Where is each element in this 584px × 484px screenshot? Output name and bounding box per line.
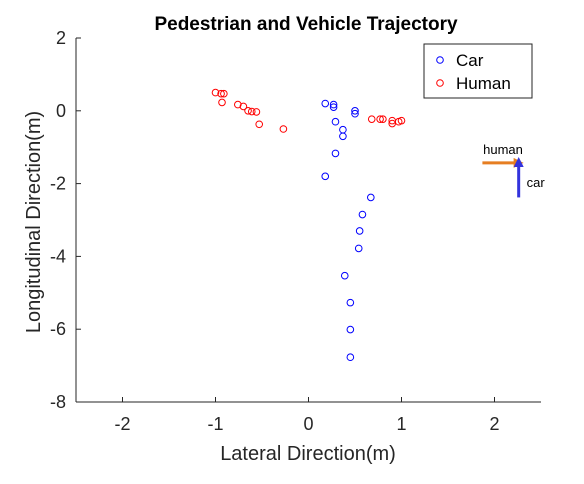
car-arrowhead-icon — [513, 157, 524, 168]
human-point — [252, 108, 261, 116]
human-annotation-label: human — [483, 142, 523, 157]
human-point — [255, 120, 264, 129]
car-point — [367, 193, 375, 202]
human-point — [211, 88, 220, 97]
car-point — [339, 132, 347, 141]
data-points — [211, 88, 406, 362]
car-point — [358, 210, 367, 219]
human-point — [234, 100, 242, 109]
car-point — [351, 107, 359, 115]
human-point — [220, 89, 228, 98]
human-point — [397, 116, 406, 125]
car-point — [340, 271, 349, 280]
car-point — [346, 298, 355, 307]
human-point — [244, 107, 252, 115]
human-point — [379, 115, 387, 123]
y-axis-label: Longitudinal Direction(m) — [23, 111, 45, 333]
axes — [75, 37, 541, 403]
legend: Car Human — [423, 43, 533, 99]
human-point — [247, 107, 256, 116]
car-point — [329, 103, 338, 111]
car-point — [331, 117, 340, 126]
legend-car-label: Car — [456, 51, 484, 70]
x-tick-label: -1 — [207, 414, 223, 434]
car-point — [354, 244, 363, 253]
legend-car-marker — [436, 56, 444, 64]
car-point — [346, 325, 355, 334]
human-point — [217, 89, 225, 98]
y-tick-label: 2 — [56, 28, 66, 48]
legend-human-label: Human — [456, 74, 511, 93]
car-point — [355, 227, 364, 235]
x-axis-label: Lateral Direction(m) — [220, 443, 396, 465]
annotations: human car — [482, 142, 545, 198]
x-tick-label: 0 — [303, 414, 313, 434]
chart-title: Pedestrian and Vehicle Trajectory — [154, 14, 458, 35]
tick-labels: -2 -1 0 1 2 -8 -6 -4 -2 0 2 — [50, 28, 500, 434]
car-point — [329, 100, 338, 109]
y-tick-label: -4 — [50, 246, 66, 266]
car-point — [331, 149, 340, 158]
x-tick-label: 1 — [396, 414, 406, 434]
car-annotation-label: car — [527, 175, 546, 190]
car-point — [321, 172, 330, 181]
x-tick-label: 2 — [489, 414, 499, 434]
human-point — [279, 125, 288, 133]
x-tick-label: -2 — [114, 414, 130, 434]
human-point — [367, 115, 376, 123]
y-tick-label: 0 — [56, 101, 66, 121]
legend-box — [423, 43, 533, 99]
car-point — [346, 353, 355, 362]
y-tick-label: -2 — [50, 174, 66, 194]
y-tick-label: -6 — [50, 319, 66, 339]
human-point — [376, 115, 384, 123]
human-point — [218, 98, 226, 107]
car-point — [339, 125, 347, 134]
legend-human-marker — [436, 79, 444, 87]
y-tick-label: -8 — [50, 392, 66, 412]
human-point — [239, 102, 248, 111]
car-point — [321, 99, 330, 108]
car-point — [351, 109, 359, 118]
